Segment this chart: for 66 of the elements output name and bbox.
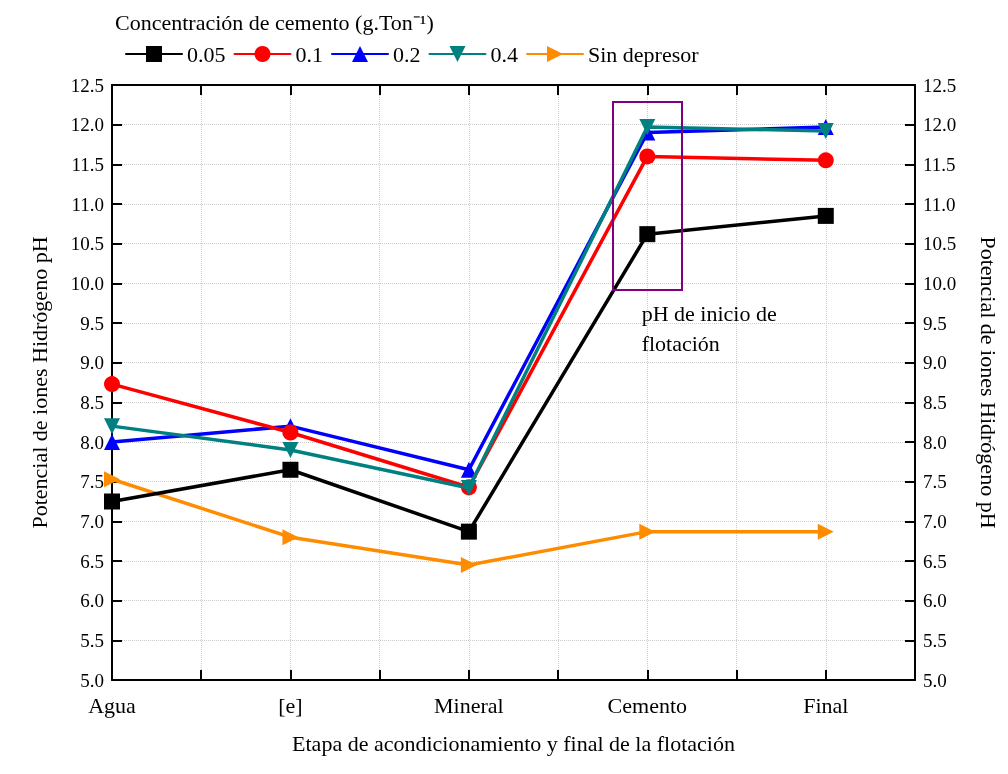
point <box>104 376 120 393</box>
y2-tick-label: 5.0 <box>923 669 947 691</box>
y-tick-label: 9.5 <box>80 312 104 334</box>
y-tick-label: 12.5 <box>70 74 104 96</box>
y2-tick-label: 10.5 <box>923 233 957 255</box>
point <box>460 556 477 573</box>
point <box>460 523 477 540</box>
y2-tick-label: 6.0 <box>923 590 947 612</box>
point <box>104 493 120 510</box>
legend-label: 0.4 <box>490 41 518 67</box>
y-tick-label: 11.0 <box>71 193 104 215</box>
y-tick-label: 7.5 <box>80 471 104 493</box>
y-tick-label: 7.0 <box>80 510 104 532</box>
y-tick-label: 8.5 <box>80 391 104 413</box>
y2-tick-label: 8.5 <box>923 391 947 413</box>
y-tick-label: 6.5 <box>80 550 104 572</box>
point <box>460 461 477 478</box>
x-tick-label: Cemento <box>607 692 688 718</box>
legend-title: Concentración de cemento (g.Ton⁻¹) <box>115 9 434 36</box>
point <box>817 523 834 540</box>
y2-tick-label: 7.0 <box>923 510 947 532</box>
x-tick-label: Mineral <box>434 692 504 718</box>
legend-label: 0.2 <box>393 41 421 67</box>
point <box>639 148 656 165</box>
legend-label: Sin depresor <box>588 41 700 67</box>
y2-axis-title: Potencial de iones Hidrógeno pH <box>975 236 1001 529</box>
legend-label: 0.05 <box>187 41 226 67</box>
point <box>104 418 120 435</box>
point <box>282 441 299 458</box>
y-tick-label: 5.0 <box>80 669 104 691</box>
point <box>104 471 120 488</box>
y2-tick-label: 6.5 <box>923 550 947 572</box>
y2-tick-label: 9.5 <box>923 312 947 334</box>
y2-tick-label: 12.5 <box>923 74 957 96</box>
y-tick-label: 12.0 <box>70 114 104 136</box>
y-axis-title: Potencial de iones Hidrógeno pH <box>26 236 52 529</box>
point <box>817 123 834 140</box>
point <box>282 461 299 478</box>
y2-tick-label: 11.5 <box>923 153 956 175</box>
y-tick-label: 11.5 <box>71 153 104 175</box>
point <box>817 152 834 169</box>
x-tick-label: Final <box>803 692 849 718</box>
y2-tick-label: 9.0 <box>923 352 947 374</box>
y2-tick-label: 5.5 <box>923 629 947 651</box>
point <box>817 207 834 224</box>
point <box>104 434 120 450</box>
point <box>639 226 656 243</box>
y-tick-label: 10.5 <box>70 233 104 255</box>
x-tick-label: Agua <box>88 692 137 718</box>
y2-tick-label: 10.0 <box>923 272 957 294</box>
y-tick-label: 5.5 <box>80 629 104 651</box>
y-tick-label: 9.0 <box>80 352 104 374</box>
point <box>282 424 299 441</box>
legend-label: 0.1 <box>295 41 323 67</box>
x-axis-title: Etapa de acondicionamiento y final de la flotación <box>292 730 735 756</box>
point <box>639 119 656 136</box>
y-tick-label: 8.0 <box>80 431 104 453</box>
y2-tick-label: 8.0 <box>923 431 947 453</box>
y-tick-label: 10.0 <box>70 272 104 294</box>
y2-tick-label: 7.5 <box>923 471 947 493</box>
annotation: pH de inicio de flotación <box>641 300 778 359</box>
x-tick-label: [e] <box>278 692 303 718</box>
point <box>282 529 299 546</box>
y2-tick-label: 11.0 <box>923 193 956 215</box>
y-tick-label: 6.0 <box>80 590 104 612</box>
y2-tick-label: 12.0 <box>923 114 957 136</box>
